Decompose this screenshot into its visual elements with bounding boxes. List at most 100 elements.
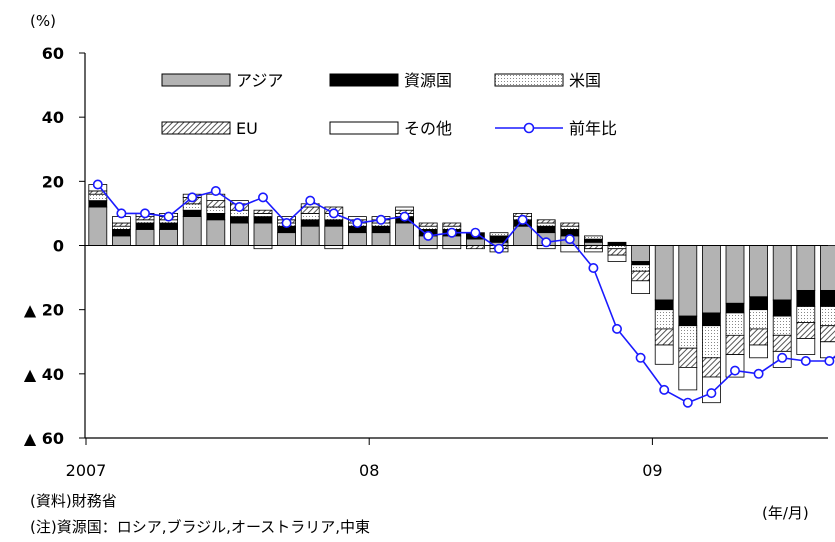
y-tick-label: ▲ 20 (24, 301, 64, 320)
bars (88, 184, 835, 404)
bar-2-3 (135, 222, 155, 230)
yoy-point-22 (588, 262, 599, 273)
y-tick-label: 20 (42, 172, 64, 191)
bar-3-1 (88, 193, 108, 201)
yoy-point-11 (328, 208, 339, 219)
bar-5-14 (395, 206, 415, 211)
y-tick-label: ▲ 40 (24, 365, 64, 384)
bar-3-22 (584, 235, 603, 240)
bar-1-9 (277, 232, 297, 246)
yoy-point-16 (446, 227, 457, 238)
bar-1-2 (112, 235, 131, 246)
x-tick-label: 09 (642, 461, 662, 480)
bar-3-8 (253, 212, 273, 217)
bar-3-28 (725, 312, 745, 336)
y-unit-label: (%) (30, 12, 56, 30)
bar-4-20 (536, 219, 556, 224)
bar-3-21 (560, 225, 580, 230)
bar-1-3 (135, 229, 155, 246)
yoy-point-31 (800, 355, 811, 366)
bar-5-22 (584, 248, 603, 253)
yoy-point-4 (163, 211, 174, 222)
yoy-point-20 (541, 237, 552, 248)
yoy-point-26 (682, 397, 693, 408)
bar-1-8 (253, 222, 273, 246)
bar-1-26 (678, 245, 698, 317)
bar-5-31 (796, 338, 816, 355)
x-unit-label: (年/月) (762, 504, 809, 522)
bar-1-1 (88, 206, 108, 246)
bar-2-28 (725, 302, 745, 314)
bar-1-13 (371, 232, 391, 246)
bar-2-13 (371, 225, 391, 233)
legend-swatch-2 (329, 73, 399, 87)
bar-2-2 (112, 229, 131, 237)
y-tick-label: 40 (42, 108, 64, 127)
bar-1-7 (229, 222, 249, 246)
yoy-point-10 (305, 195, 316, 206)
bar-5-29 (749, 344, 768, 359)
legend-label-2: 資源国 (404, 71, 452, 90)
bar-2-25 (654, 299, 674, 311)
y-tick-label: 0 (53, 237, 64, 256)
yoy-point-25 (659, 384, 670, 395)
bar-4-2 (112, 222, 131, 227)
bar-1-28 (725, 245, 745, 304)
bar-2-4 (159, 222, 179, 230)
bar-1-17 (465, 238, 485, 246)
bar-2-22 (584, 238, 603, 243)
bar-3-20 (536, 222, 556, 227)
bar-2-32 (820, 289, 835, 307)
yoy-point-14 (399, 211, 410, 222)
bar-1-5 (182, 216, 202, 246)
legend-label-6: 前年比 (569, 119, 617, 138)
bar-1-32 (820, 245, 835, 291)
yoy-point-17 (470, 227, 481, 238)
bar-3-31 (796, 306, 816, 323)
bar-5-23 (607, 254, 627, 262)
legend-label-1: アジア (236, 71, 283, 90)
bar-4-27 (702, 357, 721, 378)
yoy-point-1 (92, 179, 103, 190)
legend-label-3: 米国 (569, 71, 601, 90)
bar-4-29 (749, 328, 768, 346)
bar-2-30 (772, 299, 792, 317)
yoy-point-18 (493, 243, 504, 254)
bar-4-16 (442, 222, 462, 227)
bar-1-31 (796, 245, 816, 291)
legend: アジア 資源国 米国 EU その他 前年比 (161, 71, 617, 138)
footnote: (注)資源国：ロシア,ブラジル,オーストラリア,中東 (30, 518, 370, 536)
yoy-point-6 (210, 186, 221, 197)
bar-3-29 (749, 309, 768, 330)
yoy-point-23 (611, 323, 622, 334)
bar-3-10 (300, 212, 320, 221)
bar-5-26 (678, 366, 698, 391)
legend-swatch-3 (494, 73, 564, 87)
bar-1-12 (347, 232, 367, 246)
bar-2-20 (536, 225, 556, 233)
yoy-point-8 (257, 192, 268, 203)
bar-3-30 (772, 315, 792, 336)
yoy-point-13 (375, 214, 386, 225)
bar-2-29 (749, 296, 768, 310)
bar-3-2 (112, 225, 131, 230)
bar-2-8 (253, 216, 273, 224)
yoy-point-9 (281, 218, 292, 229)
bar-4-25 (654, 328, 674, 346)
bar-1-29 (749, 245, 768, 298)
yoy-point-27 (706, 388, 717, 399)
yoy-point-24 (635, 352, 646, 363)
bar-3-18 (489, 232, 509, 237)
bar-4-32 (820, 325, 835, 343)
bar-3-6 (206, 206, 226, 214)
legend-swatch-5 (329, 121, 399, 135)
yoy-point-28 (729, 365, 740, 376)
bar-2-27 (702, 312, 721, 327)
yoy-point-15 (423, 230, 434, 241)
yoy-point-29 (753, 368, 764, 379)
yoy-point-7 (234, 202, 245, 213)
bar-2-6 (206, 212, 226, 221)
bar-4-8 (253, 209, 273, 214)
bar-3-25 (654, 309, 674, 330)
